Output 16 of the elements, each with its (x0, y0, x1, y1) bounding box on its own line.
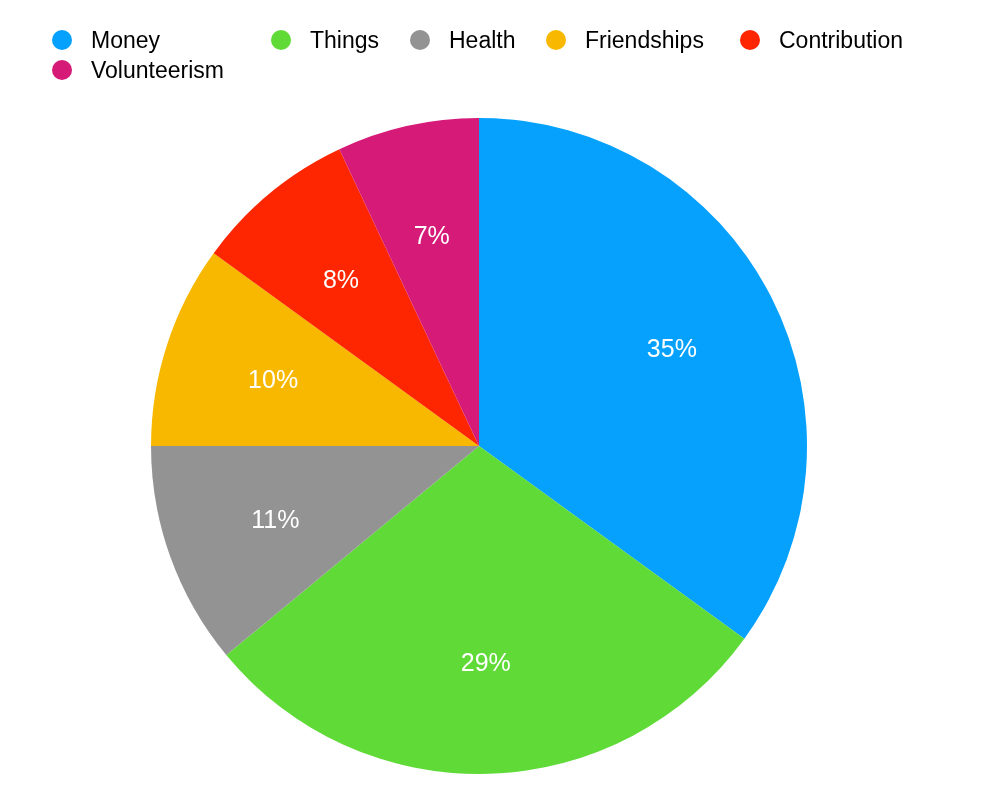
legend-label: Things (310, 27, 380, 53)
data-label: 35% (646, 333, 697, 362)
legend-label: Contribution (779, 27, 904, 53)
legend-label: Friendships (585, 27, 704, 53)
pie-slice (226, 446, 745, 774)
legend-label: Volunteerism (91, 57, 224, 83)
data-label: 7% (413, 220, 450, 249)
data-label: 29% (460, 648, 511, 677)
data-label: 11% (251, 505, 300, 534)
legend-label: Money (91, 27, 161, 53)
pie-slice (213, 149, 479, 446)
data-label: 10% (248, 365, 299, 394)
data-label: 8% (322, 265, 360, 294)
pie-slice (151, 253, 479, 446)
pie-slice (479, 118, 807, 639)
legend-label: Health (449, 27, 516, 53)
